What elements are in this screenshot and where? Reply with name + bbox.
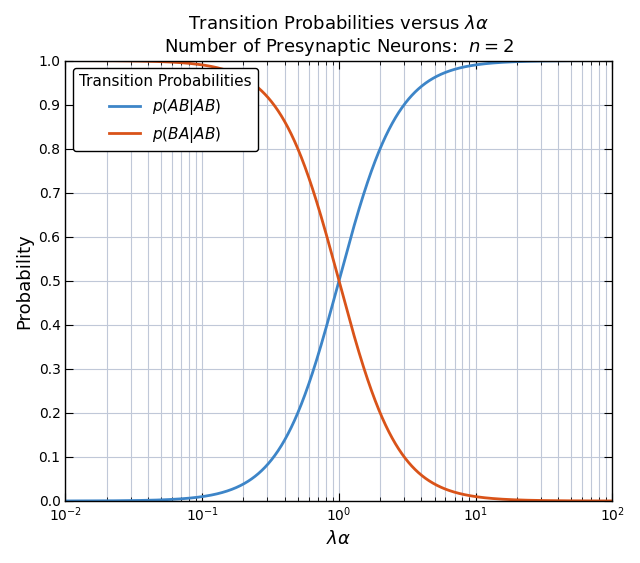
- $p(BA|AB)$: [313, 199, 321, 206]
- $p(BA|AB)$: [593, 498, 600, 504]
- $p(AB|AB)$: [609, 57, 616, 64]
- $p(AB|AB)$: [61, 498, 69, 504]
- $p(AB|AB)$: [90, 498, 97, 504]
- $p(AB|AB)$: [313, 355, 321, 362]
- Y-axis label: Probability: Probability: [15, 233, 33, 329]
- $p(AB|AB)$: [593, 57, 600, 64]
- $p(BA|AB)$: [61, 57, 69, 64]
- $p(BA|AB)$: [328, 249, 335, 256]
- $p(AB|AB)$: [328, 305, 335, 312]
- $p(BA|AB)$: [609, 498, 616, 504]
- X-axis label: $\lambda\alpha$: $\lambda\alpha$: [326, 530, 351, 548]
- $p(BA|AB)$: [492, 495, 500, 502]
- $p(AB|AB)$: [593, 57, 600, 64]
- $p(BA|AB)$: [90, 57, 97, 64]
- Line: $p(BA|AB)$: $p(BA|AB)$: [65, 61, 612, 501]
- $p(BA|AB)$: [593, 498, 600, 504]
- $p(AB|AB)$: [492, 59, 500, 66]
- Title: Transition Probabilities versus $\lambda\alpha$
Number of Presynaptic Neurons:  : Transition Probabilities versus $\lambda…: [164, 15, 514, 58]
- Line: $p(AB|AB)$: $p(AB|AB)$: [65, 61, 612, 501]
- Legend: $p(AB|AB)$, $p(BA|AB)$: $p(AB|AB)$, $p(BA|AB)$: [73, 68, 258, 151]
